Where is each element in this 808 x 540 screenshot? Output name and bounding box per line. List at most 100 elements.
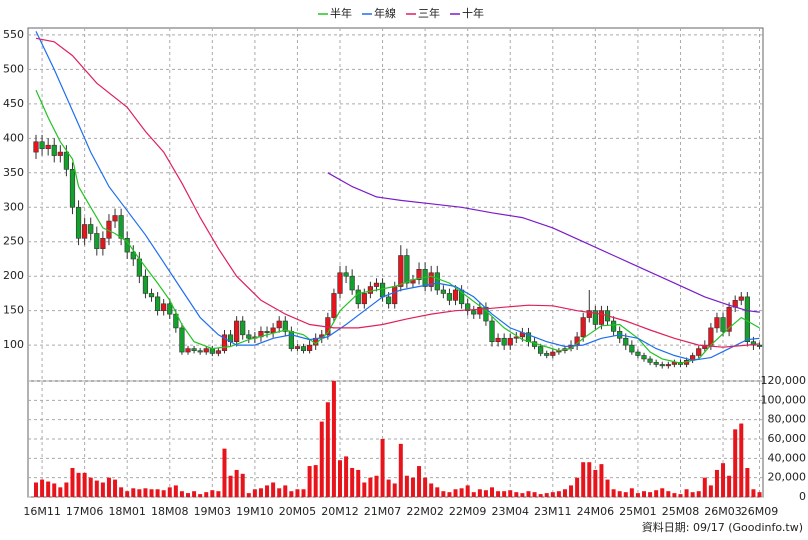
volume-bar <box>660 488 665 497</box>
volume-bar <box>216 491 221 497</box>
candle-body <box>641 355 647 360</box>
volume-bar <box>350 468 355 497</box>
volume-bar <box>283 485 288 497</box>
candle-body <box>179 327 185 353</box>
volume-bar <box>605 479 610 497</box>
volume-bar <box>514 492 519 497</box>
candle-body <box>598 310 605 325</box>
volume-bar <box>562 489 567 497</box>
volume-bar <box>313 465 318 497</box>
candle-body <box>452 289 459 301</box>
candle-body <box>361 293 367 305</box>
candle-body <box>349 275 355 291</box>
x-tick-label: 17M06 <box>66 505 104 518</box>
volume-bar <box>508 490 513 497</box>
volume-bar <box>155 489 160 497</box>
candle-body <box>550 351 556 356</box>
candle-body <box>434 272 440 291</box>
volume-bar <box>727 475 732 497</box>
volume-bar <box>483 490 488 497</box>
candle-body <box>592 310 598 325</box>
volume-bar <box>368 477 373 497</box>
candle-body <box>373 282 380 287</box>
ma-line <box>327 172 760 313</box>
volume-bar <box>520 493 525 497</box>
volume-bar <box>623 492 628 497</box>
footer: 資料日期: 09/17 (Goodinfo.tw) <box>642 520 803 534</box>
volume-tick-label: 20,000 <box>768 471 807 484</box>
candle-body <box>465 303 471 311</box>
volume-bar <box>167 487 172 497</box>
candle-body <box>610 320 617 332</box>
volume-tick-label: 100,000 <box>761 393 807 406</box>
candle-body <box>270 327 276 334</box>
candle-body <box>355 289 361 305</box>
ma-line <box>35 89 760 364</box>
volume-bar <box>611 489 616 497</box>
volume-bar <box>629 488 634 497</box>
candle-body <box>185 348 191 353</box>
candle-body <box>714 317 720 329</box>
volume-bar <box>179 491 184 497</box>
volume-bar <box>46 481 51 497</box>
volume-bar <box>417 466 422 497</box>
volume-bar <box>569 485 574 497</box>
candle-body <box>300 346 307 351</box>
x-tick-label: 26M03 <box>704 505 742 518</box>
volume-bar <box>198 494 203 497</box>
volume-bar <box>459 488 464 497</box>
volume-bar <box>599 464 604 497</box>
volume-bar <box>70 468 75 497</box>
volume-bar <box>721 463 726 497</box>
volume-bar <box>76 472 81 497</box>
candle-body <box>197 350 203 353</box>
volume-bar <box>131 488 136 497</box>
volume-bar <box>362 482 367 497</box>
candle-body <box>282 320 288 332</box>
volume-bar <box>502 491 507 497</box>
volume-bar <box>757 492 762 497</box>
volume-bar <box>186 493 190 497</box>
candle-body <box>708 327 714 346</box>
volume-bar <box>338 460 342 497</box>
volume-bar <box>490 487 494 497</box>
candle-body <box>416 269 422 280</box>
volume-bar <box>702 477 707 497</box>
candle-body <box>495 337 501 343</box>
volume-bar <box>733 429 738 497</box>
volume-bar <box>386 479 391 497</box>
volume-bar <box>435 487 440 497</box>
volume-bar <box>745 468 750 497</box>
volume-bar <box>161 490 166 497</box>
candle-body <box>446 293 453 301</box>
volume-bar <box>708 485 713 497</box>
x-tick-label: 19M03 <box>194 505 232 518</box>
candle-body <box>155 296 161 311</box>
volume-bar <box>684 489 689 497</box>
candle-body <box>240 320 246 336</box>
volume-tick-label: 60,000 <box>768 432 807 445</box>
candle-body <box>404 255 410 284</box>
candle-body <box>88 224 94 234</box>
candle-body <box>489 320 495 343</box>
candle-body <box>142 275 149 294</box>
volume-tick-label: 120,000 <box>761 374 807 387</box>
x-tick-label: 24M06 <box>577 505 615 518</box>
y-tick-label: 500 <box>3 62 24 75</box>
candle-body <box>82 224 88 239</box>
volume-tick-label: 0 <box>799 490 806 503</box>
volume-bar <box>119 487 124 497</box>
candle-body <box>659 364 665 367</box>
candle-body <box>221 334 228 351</box>
candle-body <box>623 337 629 346</box>
volume-bar <box>714 469 719 497</box>
candle-body <box>264 331 270 334</box>
volume-bar <box>550 492 555 497</box>
plot-frame <box>27 27 764 498</box>
candle-body <box>94 233 100 249</box>
volume-bar <box>648 492 653 497</box>
volume-bar <box>581 462 586 497</box>
volume-bar <box>617 491 622 497</box>
volume-bar <box>538 494 543 497</box>
volume-bar <box>739 423 744 497</box>
